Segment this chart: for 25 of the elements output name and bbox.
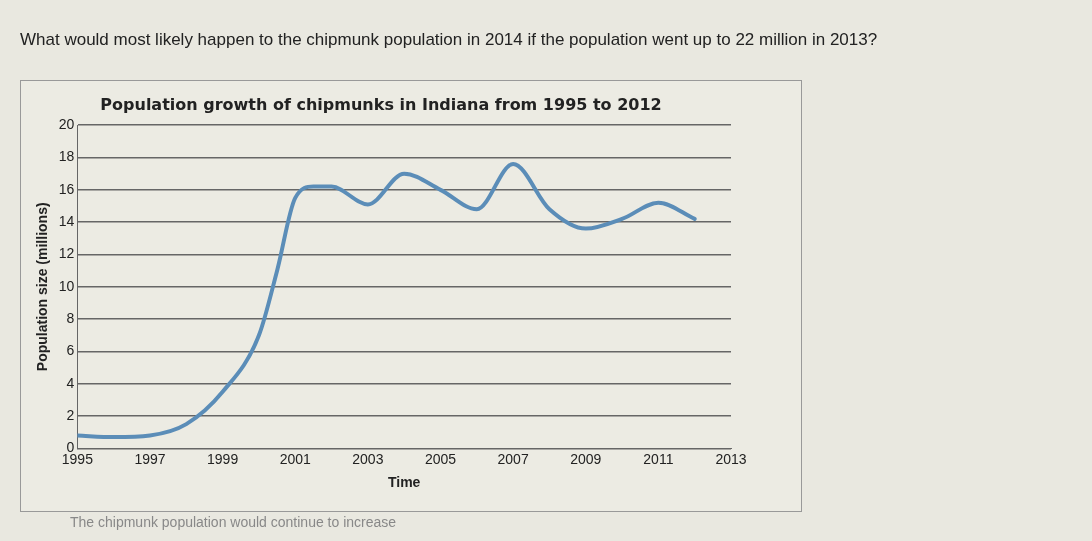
- x-axis-title: Time: [387, 474, 421, 491]
- y-tick-label: 4: [66, 374, 75, 391]
- x-tick-label: 2013: [715, 450, 747, 467]
- y-tick-label: 16: [58, 180, 75, 197]
- y-tick-label: 20: [58, 116, 75, 133]
- y-tick-label: 6: [66, 342, 75, 359]
- x-tick-label: 2001: [279, 450, 312, 467]
- y-tick-label: 18: [58, 148, 75, 165]
- y-tick-label: 8: [66, 309, 75, 326]
- x-tick-label: 2005: [424, 450, 457, 467]
- x-tick-label: 1997: [134, 450, 166, 467]
- x-tick-label: 2011: [643, 450, 674, 467]
- y-tick-label: 14: [58, 213, 75, 230]
- line-series: [77, 161, 697, 440]
- x-tick-label: 2003: [352, 450, 384, 467]
- x-tick-label: 1999: [207, 450, 239, 467]
- x-tick-label: 2009: [570, 450, 602, 467]
- x-tick-label: 2007: [497, 450, 529, 467]
- text: What would most likely happen to the chipmunk population in 2014 if the population went up to 22 million in 2013?: [20, 30, 878, 50]
- y-tick-label: 12: [58, 245, 75, 262]
- y-tick-label: 2: [66, 406, 75, 423]
- text: The chipmunk population would continue to increase: [70, 514, 397, 530]
- y-axis-title: Population size (millions): [34, 202, 51, 372]
- chart-title: Population growth of chipmunks in Indiana from 1995 to 2012: [100, 94, 662, 114]
- y-tick-label: 10: [58, 277, 75, 294]
